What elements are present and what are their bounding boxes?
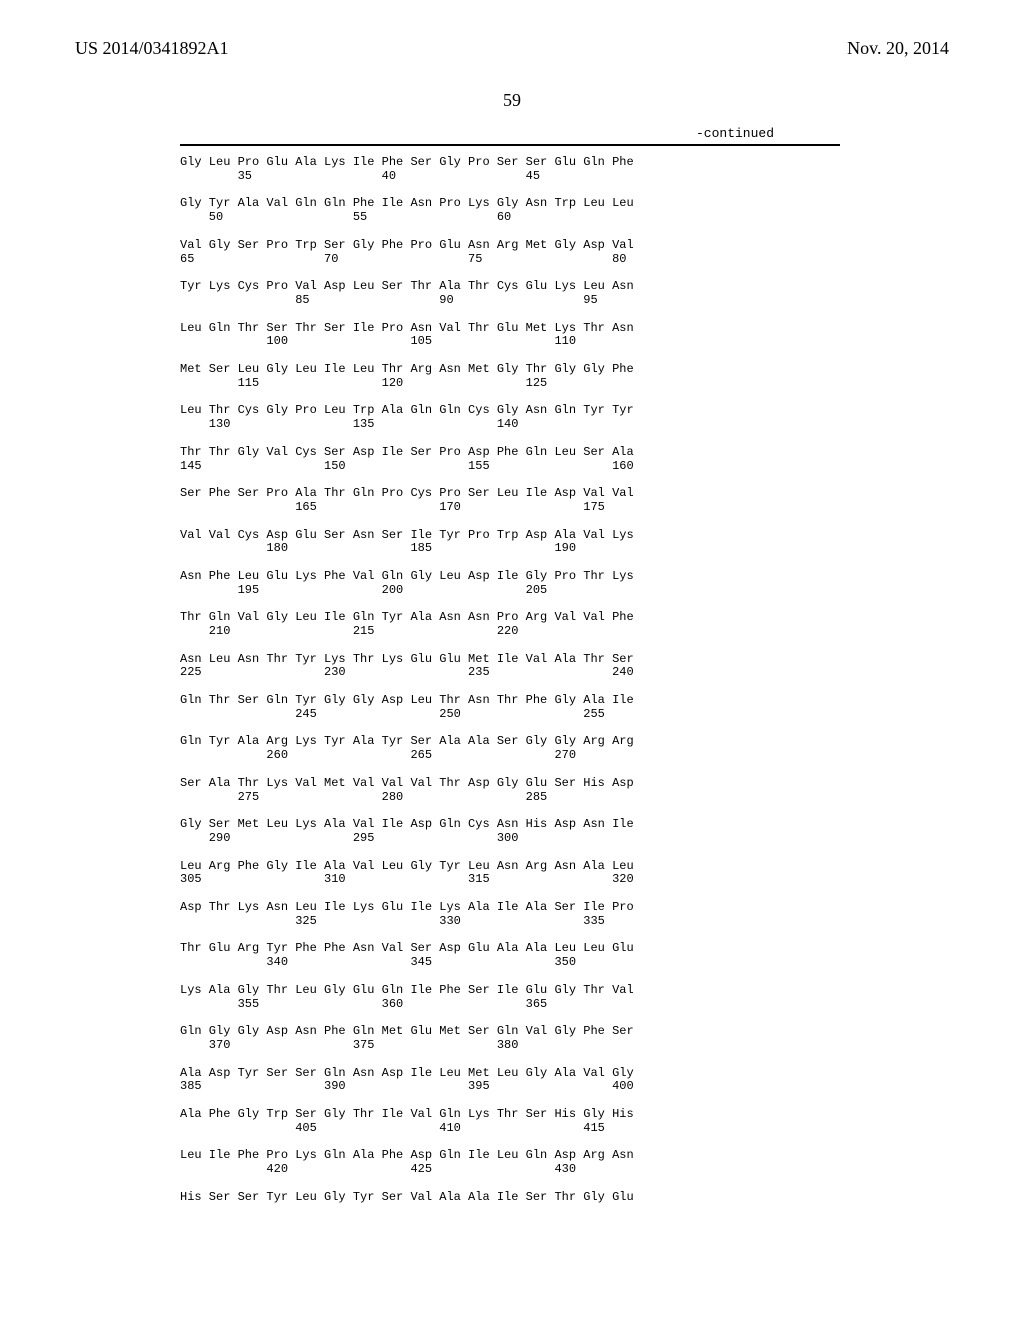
continued-label: -continued	[696, 126, 774, 141]
page: US 2014/0341892A1 Nov. 20, 2014 59 -cont…	[0, 0, 1024, 1320]
header-left: US 2014/0341892A1	[75, 38, 229, 59]
sequence-listing: Gly Leu Pro Glu Ala Lys Ile Phe Ser Gly …	[180, 156, 840, 1205]
rule-top	[180, 144, 840, 146]
page-number: 59	[0, 90, 1024, 111]
header-right: Nov. 20, 2014	[847, 38, 949, 59]
